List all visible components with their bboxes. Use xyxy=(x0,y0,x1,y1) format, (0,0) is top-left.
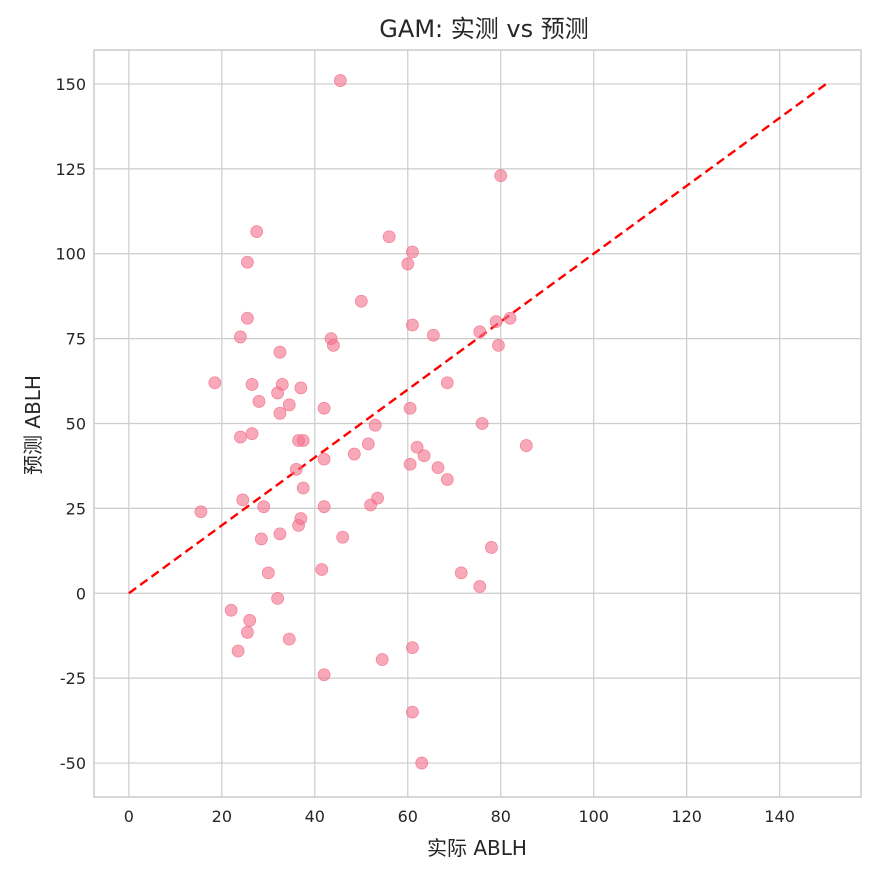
data-point xyxy=(194,505,208,519)
data-point xyxy=(252,395,266,408)
chart-title: GAM: 实测 vs 预测 xyxy=(379,15,588,43)
x-tick-labels: 0 20 40 60 80 100 120 140 xyxy=(124,807,795,826)
data-point xyxy=(261,566,275,580)
data-point xyxy=(317,452,331,466)
data-point xyxy=(292,518,305,532)
x-tick-label: 140 xyxy=(764,807,795,826)
data-point xyxy=(271,386,285,400)
data-point xyxy=(245,378,259,391)
data-point xyxy=(240,311,254,325)
data-point xyxy=(317,668,331,682)
x-axis-label: 实际 ABLH xyxy=(427,836,527,860)
data-point xyxy=(440,473,454,486)
data-point xyxy=(317,401,331,415)
data-points xyxy=(194,74,533,770)
x-tick-label: 80 xyxy=(491,807,511,826)
y-tick-label: 25 xyxy=(66,499,86,518)
x-tick-label: 20 xyxy=(212,807,232,826)
data-point xyxy=(257,500,271,514)
data-point xyxy=(236,493,250,507)
data-point xyxy=(382,230,396,244)
data-point xyxy=(282,398,296,412)
data-point xyxy=(485,541,498,554)
data-point xyxy=(240,625,254,639)
data-point xyxy=(406,318,419,332)
y-tick-label: 0 xyxy=(76,584,86,603)
data-point xyxy=(361,437,375,451)
data-point xyxy=(273,345,287,359)
data-point xyxy=(296,434,310,447)
y-axis-label: 预测 ABLH xyxy=(21,375,45,475)
data-point xyxy=(375,653,389,666)
data-point xyxy=(440,376,454,390)
reference-line-group xyxy=(128,82,827,595)
data-point xyxy=(273,406,287,420)
plot-frame xyxy=(93,49,862,798)
data-point xyxy=(234,330,247,344)
data-point xyxy=(489,315,503,329)
data-point xyxy=(294,381,308,395)
data-point xyxy=(475,417,489,430)
data-point xyxy=(326,339,340,352)
data-point xyxy=(317,500,331,514)
data-point xyxy=(273,527,287,541)
data-point xyxy=(240,255,254,269)
y-tick-label: 125 xyxy=(55,160,86,179)
data-point xyxy=(231,644,245,658)
y-tick-labels: -50 -25 0 25 50 75 100 125 150 xyxy=(55,75,86,773)
x-tick-label: 100 xyxy=(578,807,609,826)
data-point xyxy=(250,225,264,239)
y-tick-label: -50 xyxy=(60,754,86,773)
y-tick-label: 75 xyxy=(66,330,86,349)
data-point xyxy=(245,427,259,441)
data-point xyxy=(364,498,377,512)
data-point xyxy=(254,532,268,546)
data-point xyxy=(333,74,347,87)
data-point xyxy=(401,257,415,271)
data-point xyxy=(243,614,257,627)
data-point xyxy=(336,530,350,544)
y-tick-label: 100 xyxy=(55,245,86,264)
data-point xyxy=(406,705,419,719)
data-point xyxy=(368,418,382,432)
reference-line xyxy=(128,82,827,595)
data-point xyxy=(403,457,417,471)
data-point xyxy=(417,449,431,463)
data-point xyxy=(296,481,310,495)
data-point xyxy=(315,563,329,576)
y-tick-label: 150 xyxy=(55,75,86,94)
y-tick-label: 50 xyxy=(66,415,86,434)
data-point xyxy=(271,591,285,605)
data-point xyxy=(519,439,533,452)
data-point xyxy=(415,756,429,770)
data-point xyxy=(403,401,417,415)
data-point xyxy=(492,339,505,352)
x-tick-label: 60 xyxy=(398,807,418,826)
data-point xyxy=(454,566,468,580)
data-point xyxy=(473,580,487,593)
data-point xyxy=(282,632,296,646)
data-point xyxy=(473,325,487,339)
data-point xyxy=(347,447,361,461)
data-point xyxy=(406,641,419,654)
x-tick-label: 40 xyxy=(305,807,325,826)
data-point xyxy=(208,376,222,390)
data-point xyxy=(503,311,517,325)
x-tick-label: 120 xyxy=(671,807,702,826)
data-point xyxy=(224,603,238,617)
data-point xyxy=(494,169,508,183)
data-point xyxy=(234,430,247,444)
data-point xyxy=(410,440,424,454)
x-tick-label: 0 xyxy=(124,807,134,826)
data-point xyxy=(289,462,303,476)
y-tick-label: -25 xyxy=(60,669,86,688)
data-point xyxy=(426,328,440,342)
data-point xyxy=(406,245,419,259)
data-point xyxy=(354,294,368,308)
data-point xyxy=(431,461,445,475)
